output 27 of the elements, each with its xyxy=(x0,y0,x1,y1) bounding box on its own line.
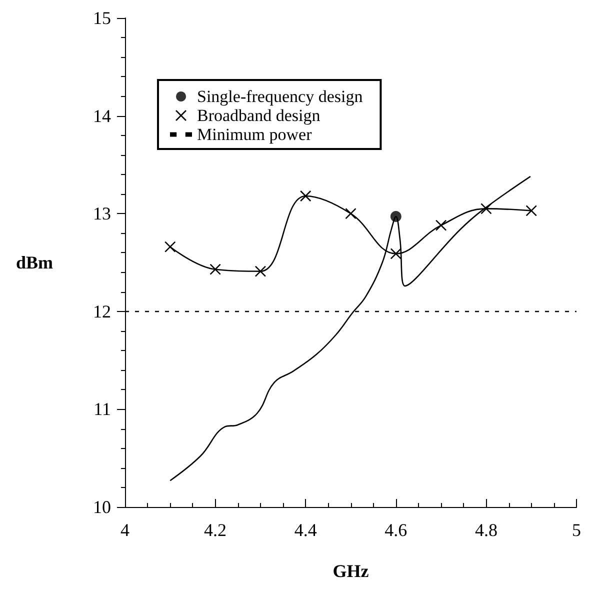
x-tick-label: 5 xyxy=(572,520,581,540)
y-axis-title: dBm xyxy=(16,252,53,272)
point xyxy=(390,211,402,222)
point xyxy=(300,190,312,202)
point xyxy=(480,203,492,214)
y-tick-label: 10 xyxy=(93,497,111,517)
y-tick-label: 12 xyxy=(93,301,111,322)
x-tick-label: 4.8 xyxy=(474,520,498,540)
point xyxy=(210,264,221,275)
y-tick-label: 14 xyxy=(93,106,111,126)
point xyxy=(345,208,356,220)
point xyxy=(254,266,266,277)
legend-label: Broadband design xyxy=(197,106,321,125)
point xyxy=(435,220,447,231)
x-axis-title: GHz xyxy=(332,561,369,581)
y-tick-label: 13 xyxy=(93,204,111,224)
x-tick-label: 4 xyxy=(120,520,130,540)
x-tick-label: 4.2 xyxy=(204,520,227,540)
point xyxy=(164,241,176,252)
legend-label: Minimum power xyxy=(197,125,312,144)
point xyxy=(390,248,402,260)
x-tick-label: 4.4 xyxy=(294,520,317,540)
y-tick-label: 15 xyxy=(93,8,111,28)
legend-label: Single-frequency design xyxy=(197,87,364,106)
y-tick-label: 11 xyxy=(94,399,111,420)
x-tick-label: 4.6 xyxy=(384,520,408,540)
point xyxy=(526,205,537,216)
